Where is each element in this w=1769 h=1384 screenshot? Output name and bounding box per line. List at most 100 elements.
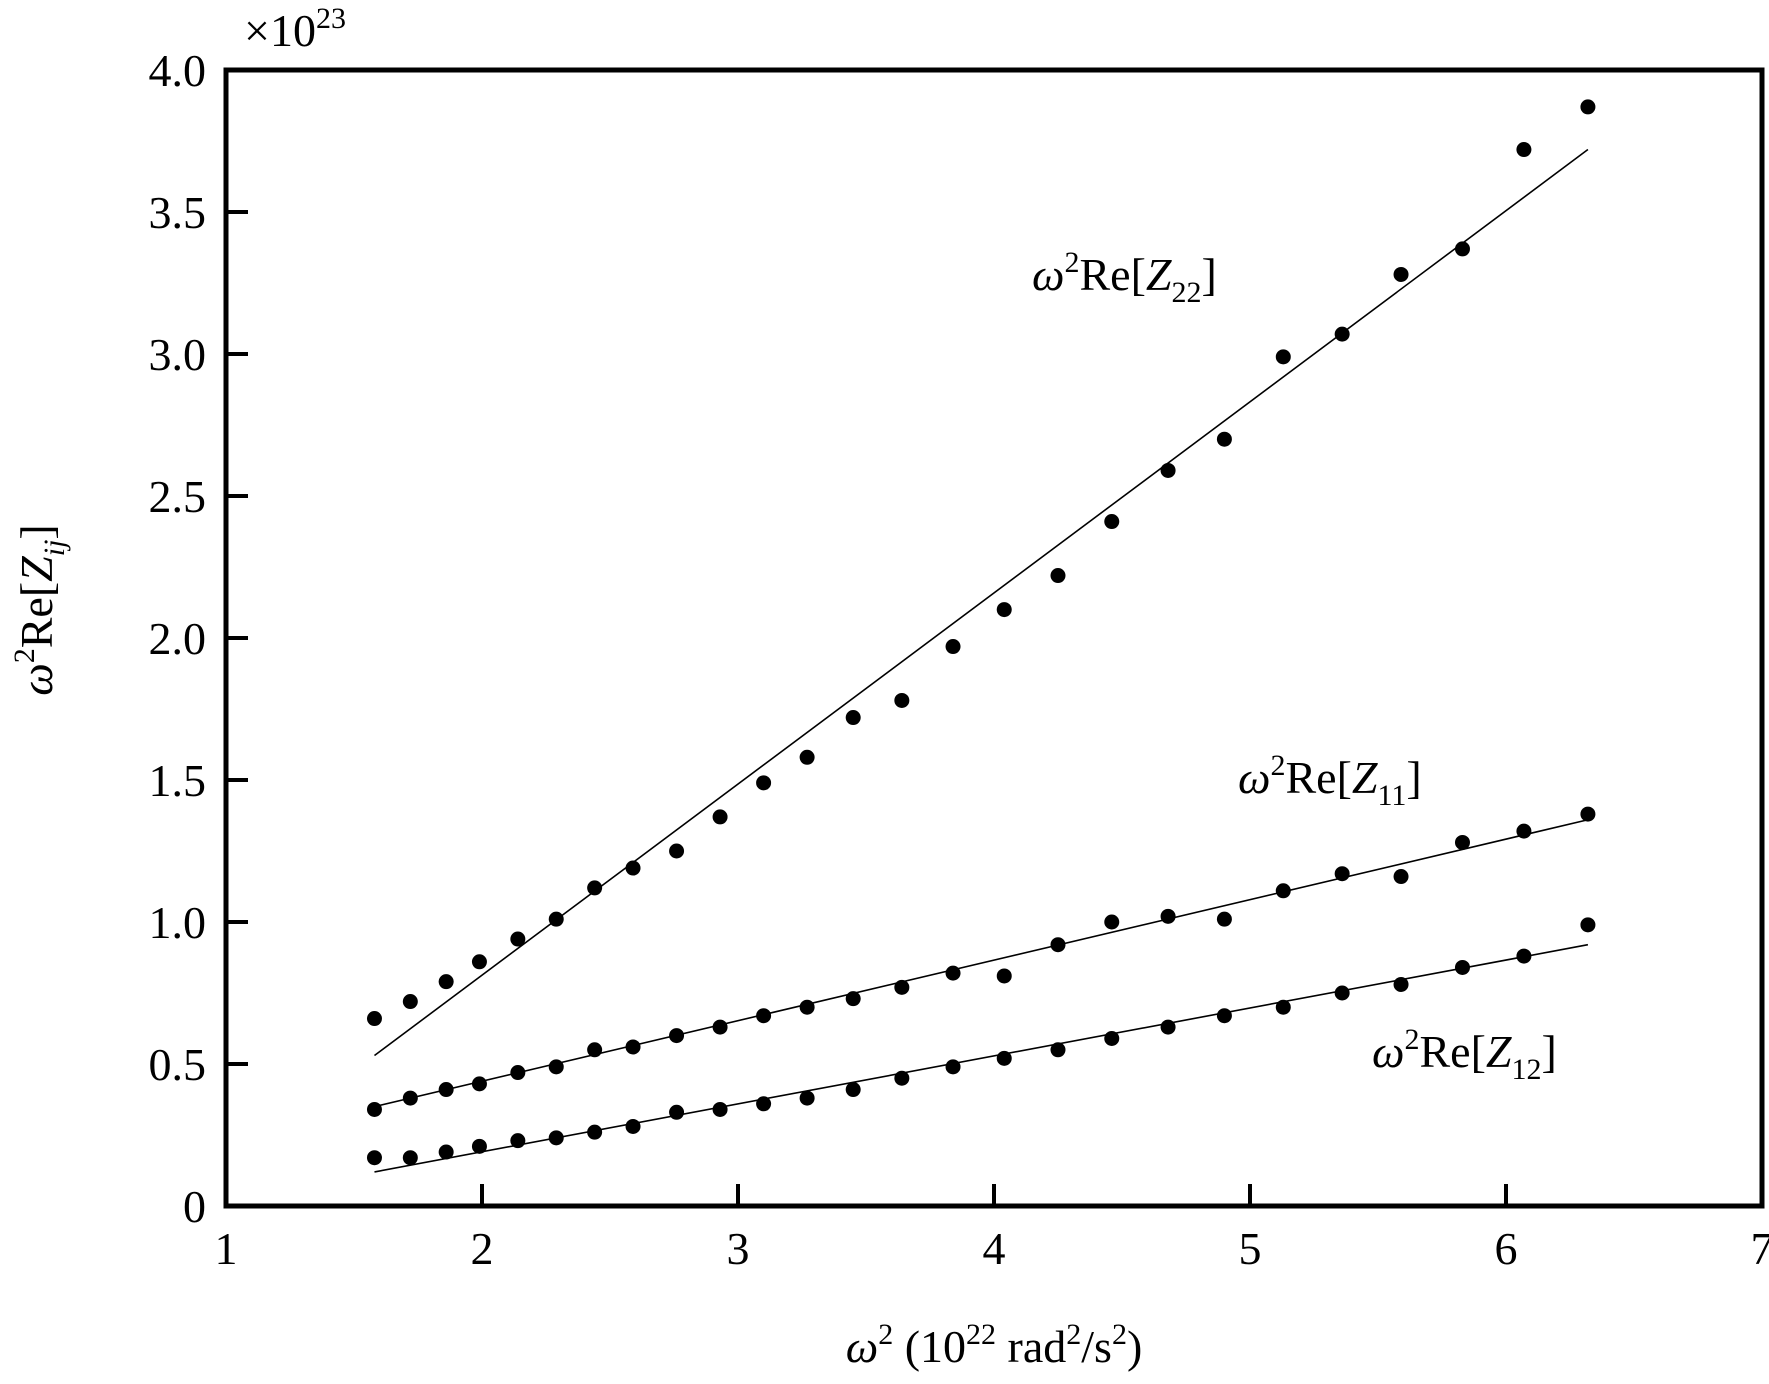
- data-point-z22: [1104, 514, 1120, 530]
- data-point-z22: [471, 954, 487, 970]
- data-point-z11: [471, 1076, 487, 1092]
- data-point-z11: [510, 1065, 526, 1081]
- series-label-z11: ω2Re[Z11]: [1238, 749, 1422, 812]
- data-point-z12: [669, 1104, 685, 1120]
- plot-frame: [223, 67, 1765, 1209]
- data-point-z22: [799, 749, 815, 765]
- x-tick-label: 7: [1751, 1223, 1769, 1274]
- data-point-z12: [1334, 985, 1350, 1001]
- data-point-z12: [712, 1101, 728, 1117]
- data-point-z22: [402, 994, 418, 1010]
- data-point-z11: [1050, 937, 1066, 953]
- y-tick-label: 1.0: [149, 897, 207, 948]
- fit-line-z11: [374, 818, 1589, 1108]
- data-point-z11: [712, 1019, 728, 1035]
- data-point-z12: [587, 1124, 603, 1140]
- data-point-z22: [366, 1011, 382, 1027]
- data-point-z11: [799, 999, 815, 1015]
- x-tick-label: 6: [1495, 1223, 1518, 1274]
- data-point-z11: [845, 991, 861, 1007]
- x-tick-label: 5: [1239, 1223, 1262, 1274]
- data-point-z22: [1516, 142, 1532, 158]
- data-point-z11: [894, 979, 910, 995]
- data-point-z22: [1160, 462, 1176, 478]
- data-point-z11: [438, 1082, 454, 1098]
- data-point-z11: [587, 1042, 603, 1058]
- data-point-z11: [996, 968, 1012, 984]
- data-point-z22: [1334, 326, 1350, 342]
- data-point-z11: [945, 965, 961, 981]
- data-point-z22: [845, 710, 861, 726]
- data-point-z22: [1275, 349, 1291, 365]
- data-point-z22: [548, 911, 564, 927]
- data-point-z22: [1393, 266, 1409, 282]
- data-points: [366, 99, 1596, 1166]
- y-tick-label: 4.0: [149, 45, 207, 96]
- data-point-z11: [625, 1039, 641, 1055]
- data-point-z11: [1104, 914, 1120, 930]
- data-point-z22: [996, 602, 1012, 618]
- data-point-z11: [548, 1059, 564, 1075]
- data-point-z22: [894, 692, 910, 708]
- data-point-z11: [1580, 806, 1596, 822]
- data-point-z12: [366, 1150, 382, 1166]
- data-point-z22: [945, 639, 961, 655]
- data-point-z12: [845, 1082, 861, 1098]
- y-tick-label: 2.0: [149, 613, 207, 664]
- data-point-z22: [510, 931, 526, 947]
- data-point-z11: [1393, 869, 1409, 885]
- data-point-z22: [712, 809, 728, 825]
- data-point-z11: [366, 1101, 382, 1117]
- fit-lines: [374, 148, 1589, 1173]
- y-axis: 0 0.5 1.0 1.5 2.0 2.5 3.0 3.5 4.0: [149, 45, 248, 1232]
- data-point-z12: [945, 1059, 961, 1075]
- y-tick-label: 0.5: [149, 1039, 207, 1090]
- y-multiplier: ×1023: [244, 2, 346, 56]
- data-point-z22: [438, 974, 454, 990]
- x-axis: 1 2 3 4 5 6 7: [215, 1184, 1769, 1274]
- data-point-z12: [1216, 1008, 1232, 1024]
- data-point-z12: [799, 1090, 815, 1106]
- data-point-z12: [548, 1130, 564, 1146]
- data-point-z12: [1275, 999, 1291, 1015]
- data-point-z22: [625, 860, 641, 876]
- data-point-z12: [471, 1138, 487, 1154]
- data-point-z12: [1580, 917, 1596, 933]
- data-point-z11: [1516, 823, 1532, 839]
- y-tick-label: 1.5: [149, 755, 207, 806]
- y-axis-title: ω2Re[Zij]: [8, 524, 71, 696]
- data-point-z11: [402, 1090, 418, 1106]
- data-point-z11: [1334, 866, 1350, 882]
- data-point-z12: [1104, 1030, 1120, 1046]
- y-tick-label: 0: [183, 1181, 206, 1232]
- data-point-z22: [1454, 241, 1470, 257]
- data-point-z22: [756, 775, 772, 791]
- data-point-z11: [1454, 834, 1470, 850]
- data-point-z22: [587, 880, 603, 896]
- x-tick-label: 1: [215, 1223, 238, 1274]
- data-point-z22: [1050, 568, 1066, 584]
- fit-line-z22: [374, 148, 1589, 1057]
- data-point-z11: [1160, 908, 1176, 924]
- data-point-z12: [438, 1144, 454, 1160]
- data-point-z12: [1050, 1042, 1066, 1058]
- x-axis-title: ω2 (1022 rad2/s2): [846, 1318, 1143, 1372]
- data-point-z12: [996, 1050, 1012, 1066]
- data-point-z12: [1454, 959, 1470, 975]
- data-point-z22: [1216, 431, 1232, 447]
- y-tick-label: 3.0: [149, 329, 207, 380]
- data-point-z22: [1580, 99, 1596, 115]
- data-point-z11: [1216, 911, 1232, 927]
- x-tick-label: 4: [983, 1223, 1006, 1274]
- y-tick-label: 3.5: [149, 187, 207, 238]
- data-point-z12: [894, 1070, 910, 1086]
- data-point-z12: [1393, 976, 1409, 992]
- series-label-z22: ω2Re[Z22]: [1032, 246, 1217, 309]
- data-point-z12: [402, 1150, 418, 1166]
- data-point-z12: [1160, 1019, 1176, 1035]
- series-label-z12: ω2Re[Z12]: [1372, 1023, 1557, 1086]
- data-point-z12: [1516, 948, 1532, 964]
- x-tick-label: 3: [727, 1223, 750, 1274]
- y-tick-label: 2.5: [149, 471, 207, 522]
